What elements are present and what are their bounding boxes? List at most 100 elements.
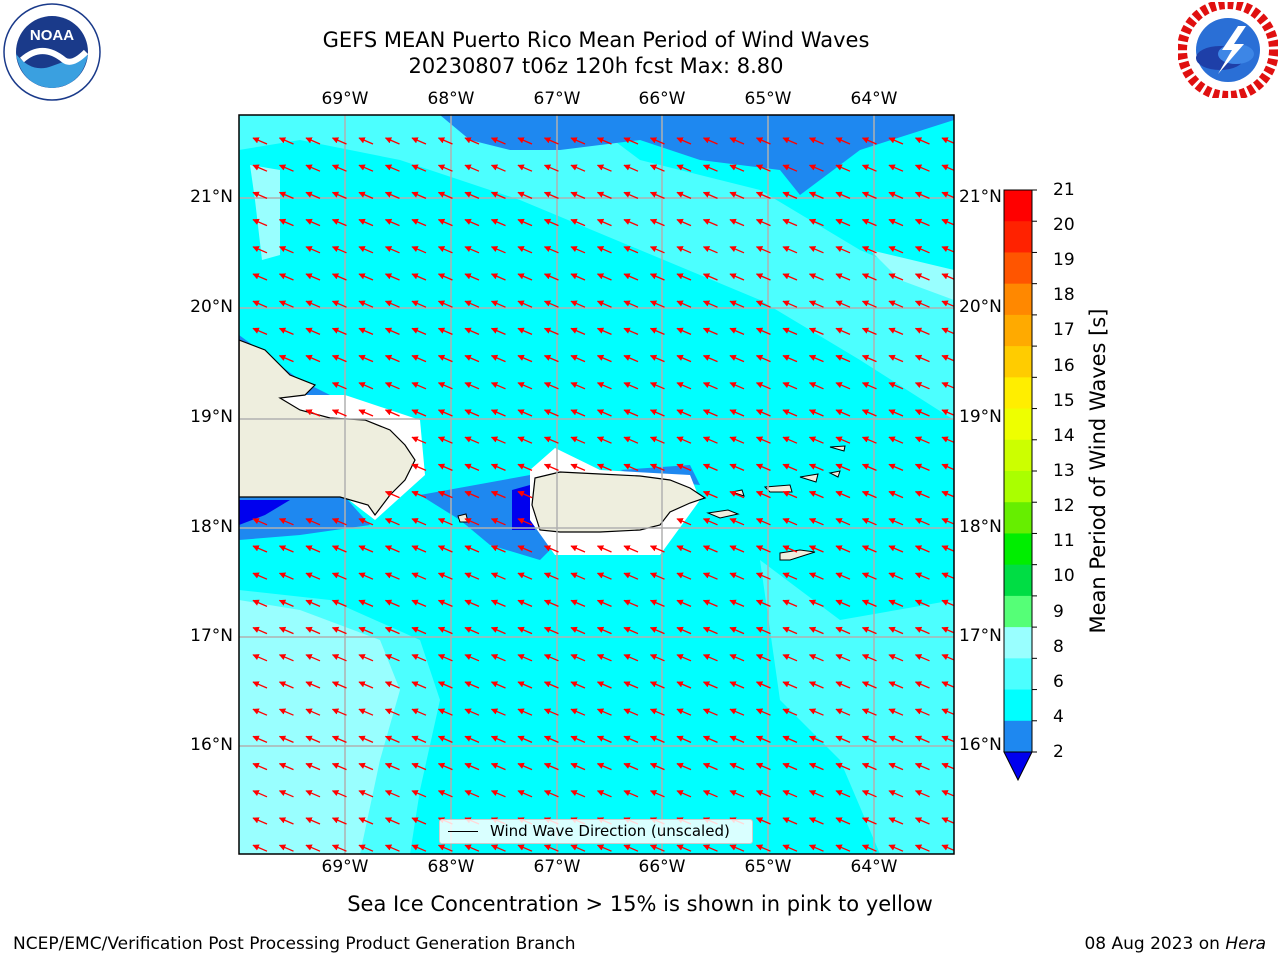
wind-wave-arrow xyxy=(914,654,930,662)
wind-wave-arrow xyxy=(914,681,930,689)
wind-wave-arrow xyxy=(570,327,586,335)
wind-wave-arrow xyxy=(543,626,559,635)
wind-wave-arrow xyxy=(861,790,877,798)
wind-wave-arrow xyxy=(252,164,268,172)
wind-wave-arrow xyxy=(543,273,559,281)
wind-wave-arrow xyxy=(570,436,586,444)
wind-wave-arrow xyxy=(517,137,533,145)
wind-wave-arrow xyxy=(808,409,824,417)
lat-label-right-20n: 20°N xyxy=(959,297,1002,317)
wind-wave-arrow xyxy=(861,354,877,363)
wind-wave-arrow xyxy=(835,708,851,716)
wind-wave-arrow xyxy=(808,654,824,662)
wind-wave-arrow xyxy=(596,409,612,417)
wind-wave-arrow xyxy=(755,246,771,254)
lat-label-left-19n: 19°N xyxy=(190,407,233,427)
wind-wave-arrow xyxy=(755,626,771,635)
colorbar-tick: 2 xyxy=(1053,742,1064,762)
wind-wave-arrow xyxy=(888,518,904,526)
wind-wave-arrow xyxy=(411,735,427,743)
colorbar-tick: 15 xyxy=(1053,391,1075,411)
wind-wave-arrow xyxy=(517,246,533,254)
wind-wave-arrow xyxy=(358,382,374,390)
wind-wave-arrow xyxy=(861,191,877,199)
wind-wave-arrow xyxy=(861,654,877,662)
wind-wave-arrow xyxy=(835,164,851,172)
wind-wave-arrow xyxy=(490,164,506,172)
wind-wave-arrow xyxy=(411,137,427,145)
wind-wave-arrow xyxy=(358,844,374,852)
wind-wave-arrow xyxy=(517,218,533,227)
wind-wave-arrow xyxy=(437,844,453,852)
wind-wave-arrow xyxy=(755,273,771,281)
wind-wave-arrow xyxy=(649,246,665,254)
wind-wave-arrow xyxy=(543,218,559,227)
wind-wave-arrow xyxy=(437,735,453,743)
wind-wave-arrow xyxy=(305,164,321,172)
wind-wave-arrow xyxy=(331,545,347,553)
wind-wave-arrow xyxy=(305,327,321,335)
wind-wave-arrow xyxy=(490,735,506,743)
wind-wave-arrow xyxy=(676,626,692,635)
wind-wave-arrow xyxy=(676,518,692,526)
wind-wave-arrow xyxy=(729,654,745,662)
wind-wave-arrow xyxy=(278,572,294,580)
wind-wave-arrow xyxy=(702,735,718,743)
wind-wave-arrow xyxy=(755,572,771,580)
colorbar-bin xyxy=(1004,658,1032,691)
wind-wave-arrow xyxy=(808,708,824,716)
wind-wave-arrow xyxy=(835,599,851,607)
wind-wave-arrow xyxy=(702,490,718,499)
wind-wave-arrow xyxy=(914,191,930,199)
wind-wave-arrow xyxy=(729,436,745,444)
wind-wave-arrow xyxy=(305,681,321,689)
wind-wave-arrow xyxy=(729,382,745,390)
wind-wave-arrow xyxy=(278,191,294,199)
graticule xyxy=(239,115,954,854)
wind-wave-arrow xyxy=(861,490,877,499)
wind-wave-arrow xyxy=(384,545,400,553)
wind-wave-arrow xyxy=(305,844,321,852)
wind-wave-arrow xyxy=(888,654,904,662)
wind-wave-arrow xyxy=(278,354,294,363)
wind-wave-arrow xyxy=(411,327,427,335)
wind-wave-arrow xyxy=(411,463,427,471)
wind-wave-arrow xyxy=(490,191,506,199)
lat-label-left-21n: 21°N xyxy=(190,187,233,207)
colorbar-tick: 8 xyxy=(1053,637,1064,657)
wind-wave-arrow xyxy=(331,191,347,199)
wind-wave-arrow xyxy=(649,762,665,771)
wind-wave-arrow xyxy=(782,708,798,716)
wind-wave-arrow xyxy=(278,626,294,635)
wind-wave-arrow xyxy=(702,545,718,553)
wind-wave-arrow xyxy=(755,518,771,526)
colorbar-tick: 11 xyxy=(1053,531,1075,551)
wind-wave-arrow xyxy=(464,490,480,499)
wind-wave-arrow xyxy=(755,137,771,145)
wind-wave-arrow xyxy=(358,300,374,308)
wind-wave-arrow xyxy=(411,409,427,417)
wind-wave-arrow xyxy=(835,490,851,499)
wind-wave-arrow xyxy=(278,137,294,145)
wind-wave-arrow xyxy=(517,572,533,580)
lon-label-top-64w: 64°W xyxy=(850,89,898,109)
wind-wave-arrow xyxy=(305,354,321,363)
ocean-blue-north xyxy=(440,115,954,195)
wind-wave-arrow xyxy=(782,599,798,607)
legend-line xyxy=(448,831,478,832)
wind-wave-arrow xyxy=(755,300,771,308)
wind-wave-arrow xyxy=(278,762,294,771)
wind-wave-arrow xyxy=(835,218,851,227)
wind-wave-arrow xyxy=(808,246,824,254)
wind-wave-arrow xyxy=(411,191,427,199)
wind-wave-arrow xyxy=(384,409,400,417)
wind-wave-arrow xyxy=(729,735,745,743)
wind-wave-arrow xyxy=(437,518,453,526)
wind-wave-arrow xyxy=(649,708,665,716)
wind-wave-arrow xyxy=(914,300,930,308)
legend: Wind Wave Direction (unscaled) xyxy=(439,819,753,844)
wind-wave-arrow xyxy=(623,409,639,417)
lat-label-left-18n: 18°N xyxy=(190,517,233,537)
wind-wave-arrow xyxy=(623,599,639,607)
wind-wave-arrow xyxy=(861,844,877,852)
